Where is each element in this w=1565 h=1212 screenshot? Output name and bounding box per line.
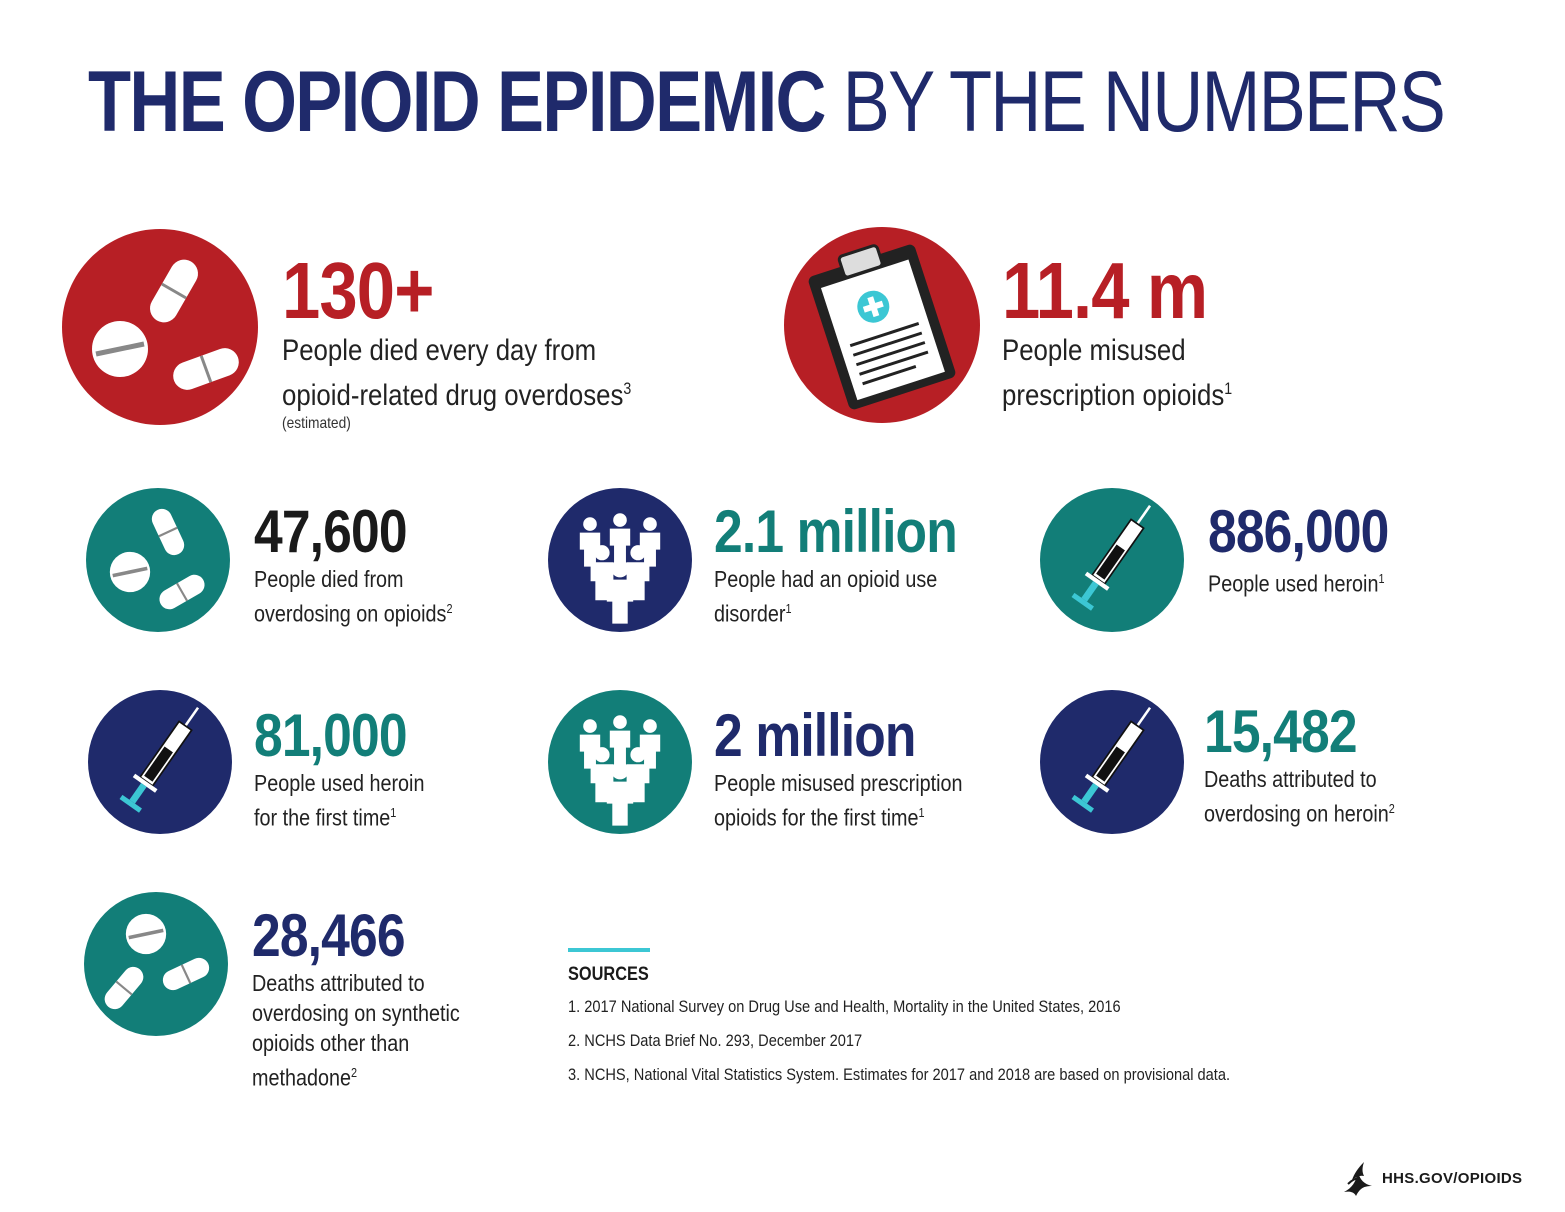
title-bold: THE OPIOID EPIDEMIC	[88, 54, 826, 150]
stat-deaths-per-day: 130+ People died every day from opioid-r…	[282, 248, 688, 433]
stat-number: 886,000	[1208, 498, 1389, 565]
stat-note: (estimated)	[282, 415, 351, 432]
stat-description: People died every day from opioid-relate…	[282, 334, 632, 412]
syringe-icon	[1040, 690, 1184, 834]
page-title: THE OPIOID EPIDEMIC BY THE NUMBERS	[88, 52, 1446, 152]
stat-number: 130+	[282, 246, 434, 335]
stat-number: 2 million	[714, 702, 916, 769]
stat-synthetic-deaths: 28,466 Deaths attributed to overdosing o…	[252, 904, 494, 1093]
stat-description: Deaths attributed to overdosing on synth…	[252, 970, 460, 1091]
stat-description: People misused prescription opioids for …	[714, 770, 963, 831]
stat-description: Deaths attributed to overdosing on heroi…	[1204, 766, 1395, 827]
stat-heroin-users: 886,000 People used heroin1	[1208, 500, 1418, 599]
stat-number: 2.1 million	[714, 498, 958, 565]
people-icon	[548, 488, 692, 632]
sources-section: SOURCES 1. 2017 National Survey on Drug …	[568, 948, 1338, 1098]
stat-number: 81,000	[254, 702, 408, 769]
stat-first-time-misuse: 2 million People misused prescription op…	[714, 704, 1003, 833]
stat-description: People used heroin1	[1208, 570, 1385, 597]
stat-misused-prescription: 11.4 m People misused prescription opioi…	[1002, 248, 1270, 415]
stat-number: 28,466	[252, 902, 406, 969]
hhs-eagle-icon	[1344, 1162, 1372, 1196]
stat-overdose-deaths: 47,600 People died from overdosing on op…	[254, 500, 485, 629]
stat-description: People misused prescription opioids1	[1002, 334, 1233, 412]
syringe-icon	[88, 690, 232, 834]
stat-number: 11.4 m	[1002, 246, 1208, 335]
hhs-url: HHS.GOV/OPIOIDS	[1382, 1169, 1523, 1187]
sources-list: 1. 2017 National Survey on Drug Use and …	[568, 996, 1338, 1098]
stat-number: 47,600	[254, 498, 408, 565]
pills-icon	[86, 488, 230, 632]
source-item: 3. NCHS, National Vital Statistics Syste…	[568, 1065, 1231, 1084]
sources-heading: SOURCES	[568, 964, 649, 985]
stat-number: 15,482	[1204, 698, 1358, 765]
stat-use-disorder: 2.1 million People had an opioid use dis…	[714, 500, 996, 629]
stat-first-time-heroin: 81,000 People used heroin for the first …	[254, 704, 452, 833]
source-item: 2. NCHS Data Brief No. 293, December 201…	[568, 1031, 863, 1050]
people-icon	[548, 690, 692, 834]
pills-icon	[84, 892, 228, 1036]
clipboard-icon	[784, 227, 980, 423]
pills-icon	[62, 229, 258, 425]
hhs-logo[interactable]: HHS.GOV/OPIOIDS	[1338, 1158, 1522, 1198]
syringe-icon	[1040, 488, 1184, 632]
title-light: BY THE NUMBERS	[842, 54, 1446, 150]
sources-divider	[568, 948, 650, 952]
stat-heroin-deaths: 15,482 Deaths attributed to overdosing o…	[1204, 700, 1426, 829]
source-item: 1. 2017 National Survey on Drug Use and …	[568, 997, 1121, 1016]
stat-description: People used heroin for the first time1	[254, 770, 425, 831]
stat-description: People had an opioid use disorder1	[714, 566, 938, 627]
stat-description: People died from overdosing on opioids2	[254, 566, 453, 627]
